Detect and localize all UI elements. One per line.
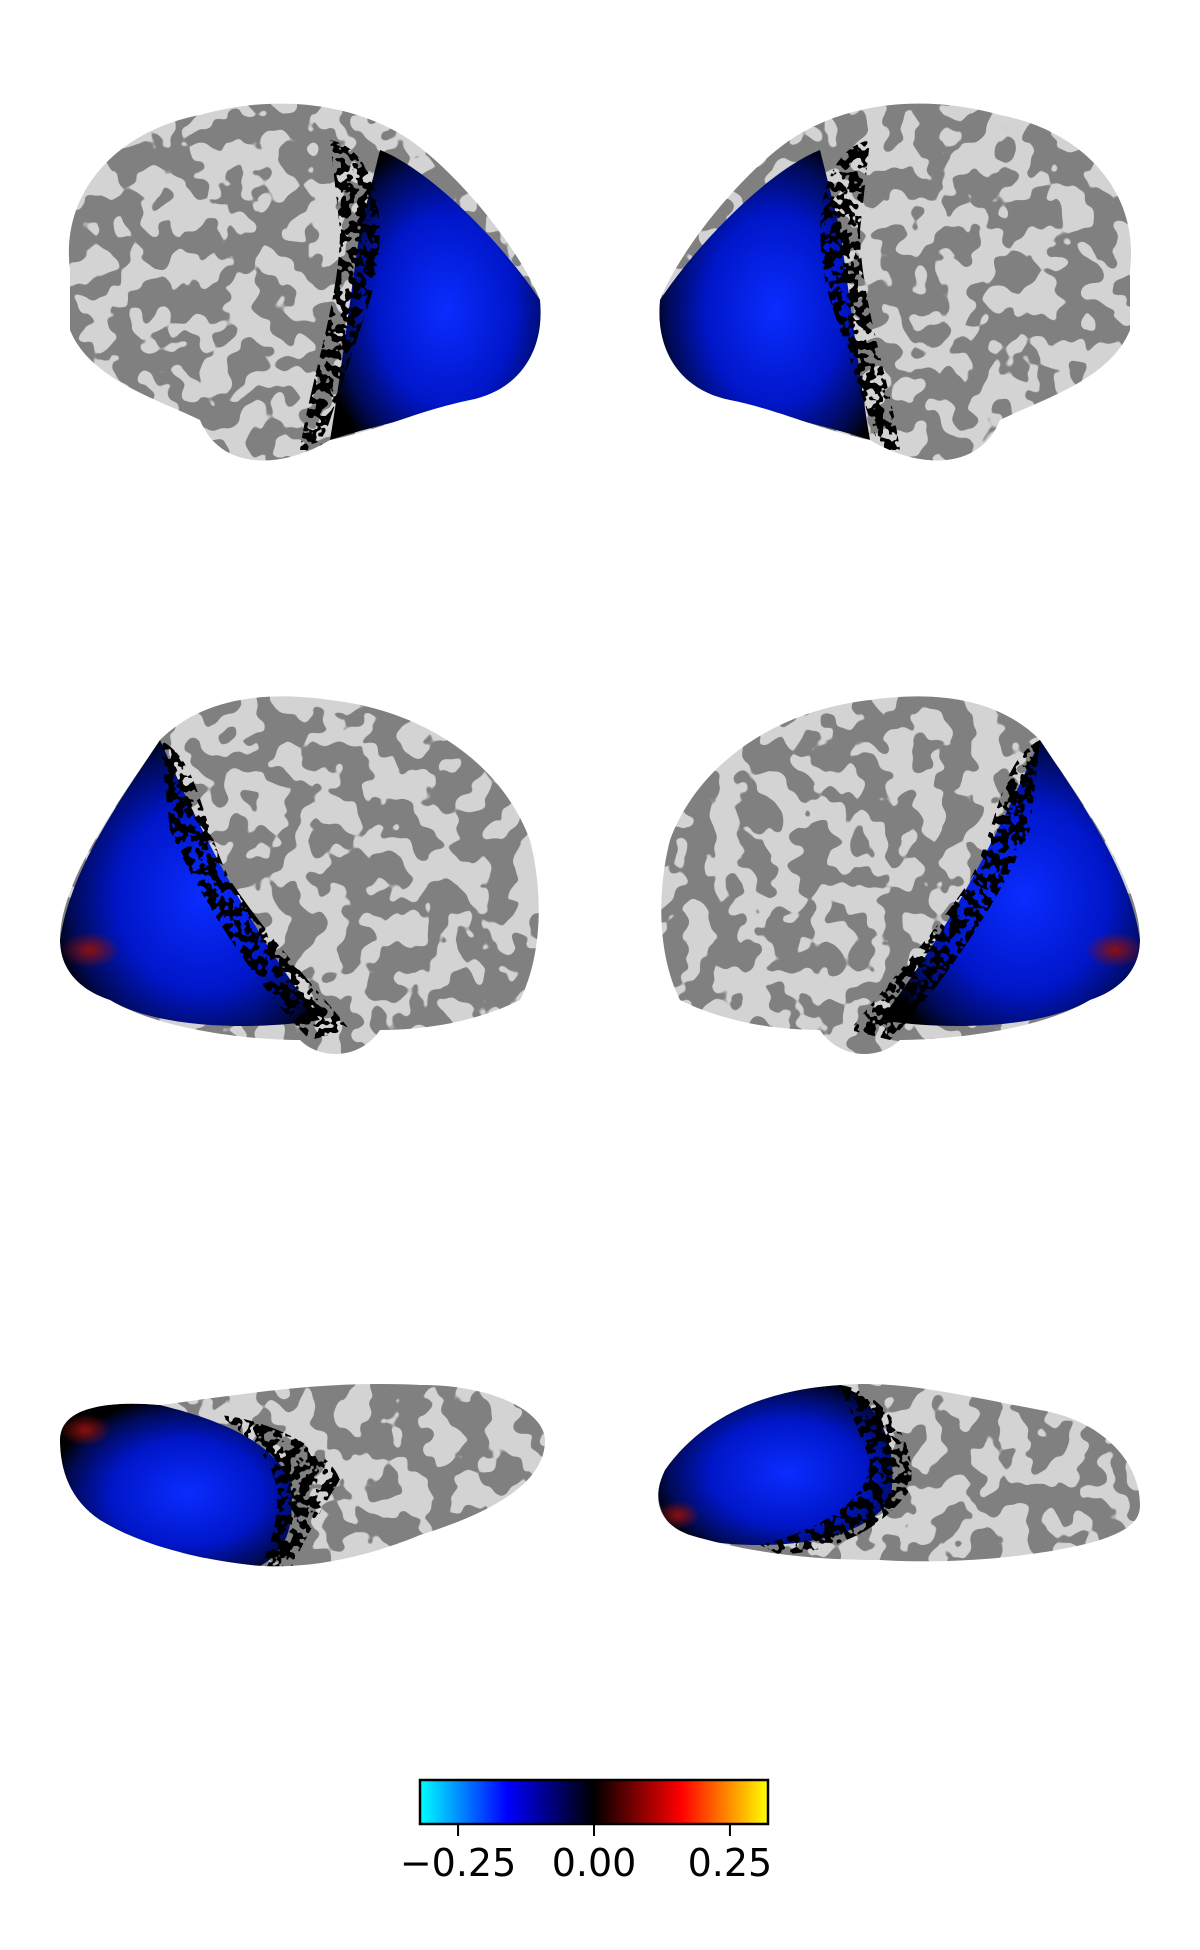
colorbar-tick-label: −0.25: [400, 1841, 516, 1885]
colorbar-tick-label: 0.25: [688, 1841, 773, 1885]
colorbar-ticks: −0.25 0.00 0.25: [400, 1824, 772, 1885]
right-hemisphere-medial-view: [661, 696, 1140, 1054]
colorbar-tick-label: 0.00: [552, 1841, 637, 1885]
left-hemisphere-lateral-view: [68, 103, 541, 461]
right-hemisphere-lateral-view: [659, 103, 1132, 461]
colorbar-gradient: [418, 1778, 770, 1826]
left-hemisphere-medial-view: [60, 696, 539, 1054]
colorbar: −0.25 0.00 0.25: [400, 1778, 772, 1885]
right-hemisphere-ventral-view: [658, 1384, 1140, 1562]
left-hemisphere-ventral-view: [60, 1384, 545, 1567]
